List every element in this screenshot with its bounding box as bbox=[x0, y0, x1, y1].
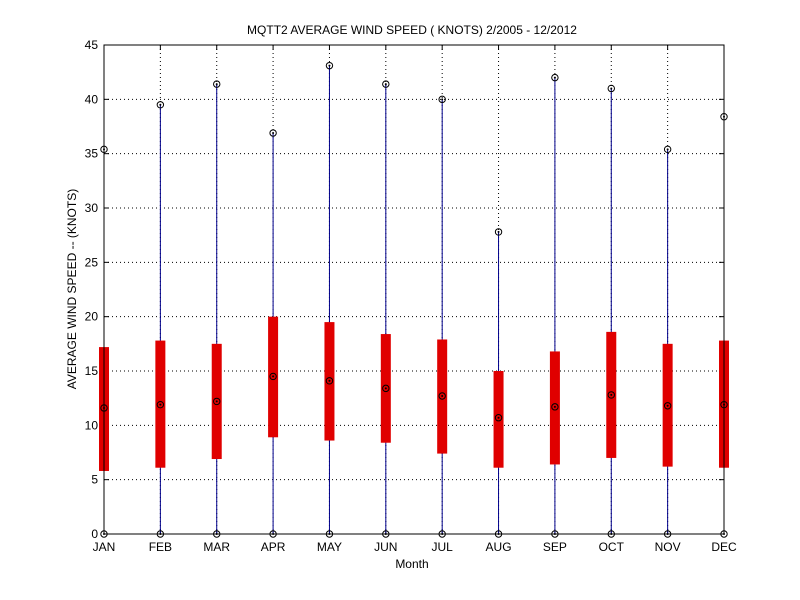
median-marker bbox=[213, 397, 221, 406]
max-marker-dot bbox=[384, 83, 387, 86]
x-tick-label: MAR bbox=[203, 540, 230, 554]
median-marker-dot bbox=[328, 379, 331, 382]
max-marker bbox=[494, 228, 503, 236]
box-oct bbox=[606, 84, 617, 538]
median-marker bbox=[269, 372, 277, 381]
iqr-box bbox=[549, 351, 560, 465]
axes-frame bbox=[103, 44, 725, 535]
max-marker bbox=[438, 95, 446, 104]
median-marker bbox=[382, 384, 390, 393]
x-tick-label: FEB bbox=[149, 540, 172, 554]
max-marker-dot bbox=[497, 230, 500, 233]
max-marker bbox=[607, 84, 615, 93]
x-tick-label: JAN bbox=[93, 540, 116, 554]
x-tick-label: JUL bbox=[432, 540, 454, 554]
median-marker bbox=[663, 402, 672, 410]
y-axis-label: AVERAGE WIND SPEED -- (KNOTS) bbox=[65, 189, 79, 389]
max-marker-dot bbox=[215, 83, 218, 86]
median-marker bbox=[156, 400, 165, 409]
y-tick-label: 15 bbox=[85, 364, 99, 378]
median-marker bbox=[494, 414, 503, 422]
median-marker bbox=[325, 377, 334, 385]
x-axis-ticks: JAN FEB MAR APR MAY JUN JUL AUG SEP OCT NOV DEC bbox=[93, 45, 737, 554]
max-marker-dot bbox=[159, 103, 162, 106]
median-marker bbox=[551, 403, 559, 411]
median-marker-dot bbox=[384, 387, 387, 390]
y-tick-label: 20 bbox=[85, 310, 99, 324]
x-tick-label: NOV bbox=[655, 540, 681, 554]
median-marker-dot bbox=[272, 375, 275, 378]
x-tick-label: APR bbox=[261, 540, 286, 554]
median-marker-dot bbox=[159, 403, 162, 406]
x-tick-label: OCT bbox=[599, 540, 625, 554]
y-tick-label: 40 bbox=[85, 92, 99, 106]
max-marker bbox=[213, 80, 221, 88]
median-marker-dot bbox=[497, 416, 500, 419]
max-marker bbox=[156, 101, 165, 109]
box-nov bbox=[662, 145, 673, 538]
x-tick-label: SEP bbox=[543, 540, 567, 554]
median-marker bbox=[438, 392, 446, 400]
max-marker bbox=[269, 129, 277, 137]
y-tick-label: 5 bbox=[91, 473, 98, 487]
max-marker-dot bbox=[610, 87, 613, 90]
max-marker bbox=[551, 73, 559, 82]
y-tick-label: 30 bbox=[85, 201, 99, 215]
median-marker-dot bbox=[215, 400, 218, 403]
y-tick-label: 10 bbox=[85, 418, 99, 432]
x-tick-label: AUG bbox=[486, 540, 512, 554]
x-axis-label: Month bbox=[395, 557, 428, 571]
max-marker bbox=[325, 61, 334, 70]
y-tick-label: 25 bbox=[85, 255, 99, 269]
max-marker-dot bbox=[441, 98, 444, 101]
y-tick-label: 35 bbox=[85, 147, 99, 161]
x-tick-label: DEC bbox=[711, 540, 737, 554]
y-tick-label: 0 bbox=[91, 527, 98, 541]
max-marker-dot bbox=[553, 76, 556, 79]
x-tick-label: MAY bbox=[317, 540, 342, 554]
y-tick-label: 45 bbox=[85, 38, 99, 52]
median-marker-dot bbox=[666, 404, 669, 407]
max-marker-dot bbox=[328, 64, 331, 67]
max-marker bbox=[382, 80, 390, 88]
median-marker-dot bbox=[553, 405, 556, 408]
iqr-box bbox=[493, 371, 504, 468]
chart-title: MQTT2 AVERAGE WIND SPEED ( KNOTS) 2/2005… bbox=[247, 23, 577, 37]
median-marker-dot bbox=[441, 394, 444, 397]
median-marker-dot bbox=[610, 393, 613, 396]
x-tick-label: JUN bbox=[374, 540, 397, 554]
max-marker bbox=[663, 145, 672, 154]
median-marker bbox=[607, 391, 615, 399]
max-marker-dot bbox=[272, 132, 275, 135]
max-marker-dot bbox=[666, 148, 669, 151]
